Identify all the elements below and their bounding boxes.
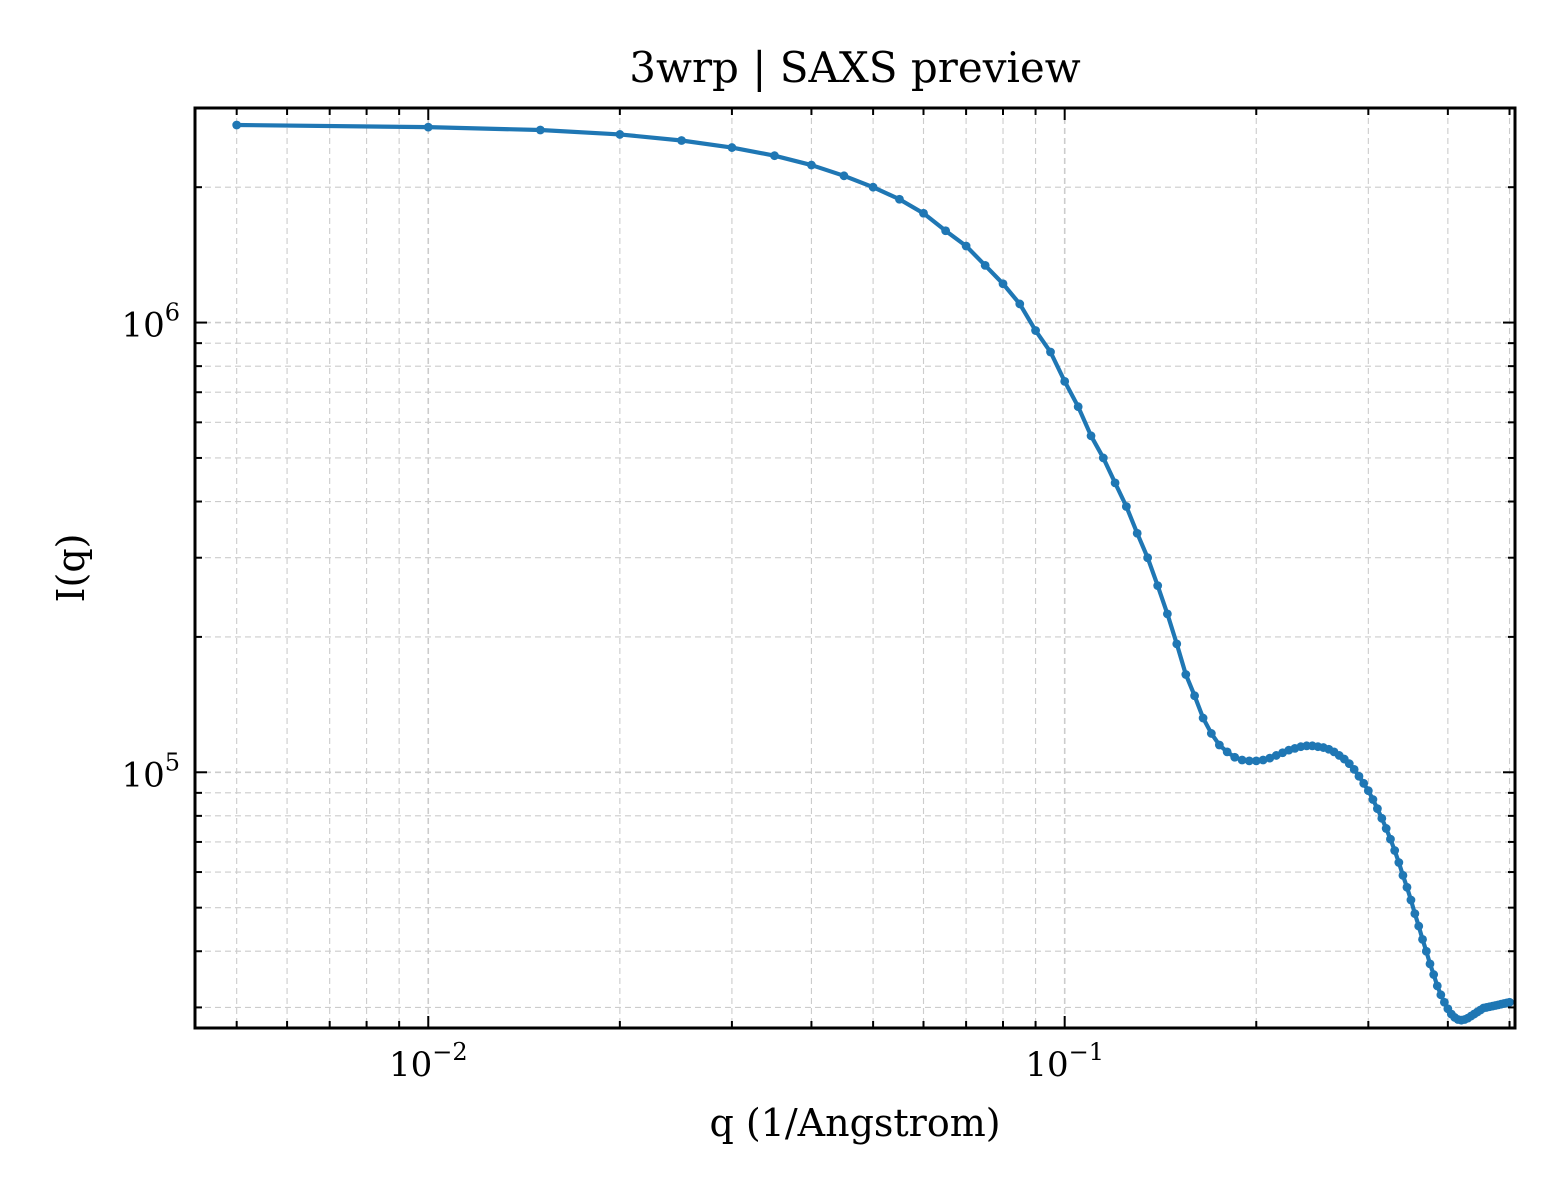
data-point bbox=[1406, 895, 1416, 905]
y-tick-label: 106 bbox=[121, 299, 180, 346]
data-point bbox=[961, 241, 971, 251]
data-point bbox=[1505, 997, 1514, 1007]
data-point bbox=[1398, 870, 1408, 880]
data-point bbox=[1432, 981, 1442, 991]
data-point bbox=[423, 122, 433, 132]
data-point bbox=[1402, 882, 1412, 892]
data-point bbox=[1429, 970, 1439, 979]
data-point bbox=[1121, 502, 1131, 511]
data-point bbox=[1414, 921, 1424, 931]
data-point bbox=[1394, 858, 1404, 867]
data-point bbox=[1368, 795, 1378, 804]
data-point bbox=[1425, 959, 1435, 969]
data-point bbox=[677, 136, 686, 145]
data-point bbox=[895, 194, 904, 204]
data-point bbox=[1354, 771, 1364, 781]
data-point bbox=[1073, 402, 1083, 412]
data-point bbox=[807, 160, 816, 170]
data-point bbox=[1344, 759, 1354, 769]
data-point bbox=[615, 130, 625, 139]
data-point bbox=[1153, 581, 1163, 591]
data-point bbox=[868, 182, 878, 192]
data-point bbox=[1418, 935, 1427, 944]
data-point bbox=[998, 279, 1008, 289]
data-point bbox=[1214, 740, 1224, 750]
data-point bbox=[1439, 997, 1449, 1007]
data-point bbox=[1386, 834, 1395, 844]
data-point bbox=[1206, 729, 1216, 738]
data-point bbox=[1436, 990, 1446, 1000]
plot-frame bbox=[193, 106, 1517, 1030]
data-point bbox=[1251, 756, 1261, 766]
data-point bbox=[1143, 553, 1153, 563]
chart-title: 3wrp | SAXS preview bbox=[629, 43, 1080, 92]
data-point bbox=[535, 125, 545, 135]
data-point bbox=[232, 120, 242, 130]
data-point bbox=[1086, 431, 1096, 441]
tick-labels: 10−2 10−1 105 106 bbox=[121, 299, 1104, 1085]
x-axis-label: q (1/Angstrom) bbox=[709, 1101, 1000, 1145]
data-point bbox=[1230, 752, 1240, 762]
data-point bbox=[1377, 813, 1387, 823]
y-tick-label: 105 bbox=[121, 748, 180, 795]
data-point bbox=[1098, 453, 1108, 463]
data-point bbox=[1060, 376, 1070, 386]
data-point bbox=[839, 171, 849, 181]
data-point bbox=[1363, 786, 1373, 796]
data-point bbox=[1222, 747, 1232, 757]
data-point bbox=[1381, 824, 1391, 833]
data-point bbox=[1132, 528, 1142, 538]
data-point bbox=[1390, 846, 1400, 855]
data-point bbox=[1190, 691, 1199, 701]
data-point bbox=[1172, 639, 1182, 649]
data-point bbox=[1373, 804, 1382, 814]
data-point bbox=[1349, 764, 1359, 774]
data-point bbox=[1015, 299, 1025, 309]
data-point bbox=[1421, 946, 1431, 956]
data-point bbox=[941, 226, 951, 236]
series-layer bbox=[232, 120, 1514, 1025]
x-tick-label: 10−1 bbox=[1025, 1038, 1104, 1085]
data-point bbox=[1410, 909, 1420, 918]
data-point bbox=[1031, 326, 1040, 335]
data-point bbox=[1198, 713, 1208, 723]
data-point bbox=[1244, 756, 1254, 766]
y-axis-label: I(q) bbox=[49, 534, 93, 603]
data-point bbox=[919, 208, 928, 218]
data-point bbox=[1181, 670, 1191, 679]
data-point bbox=[1237, 755, 1247, 765]
data-point bbox=[980, 261, 990, 270]
data-point bbox=[727, 143, 737, 152]
grid bbox=[195, 107, 1515, 1028]
data-point bbox=[1046, 347, 1055, 357]
data-point bbox=[770, 151, 779, 161]
x-tick-label: 10−2 bbox=[389, 1038, 468, 1085]
data-point bbox=[1162, 609, 1172, 619]
data-point bbox=[1359, 778, 1369, 788]
data-point bbox=[1258, 755, 1268, 765]
data-point bbox=[1110, 478, 1120, 488]
